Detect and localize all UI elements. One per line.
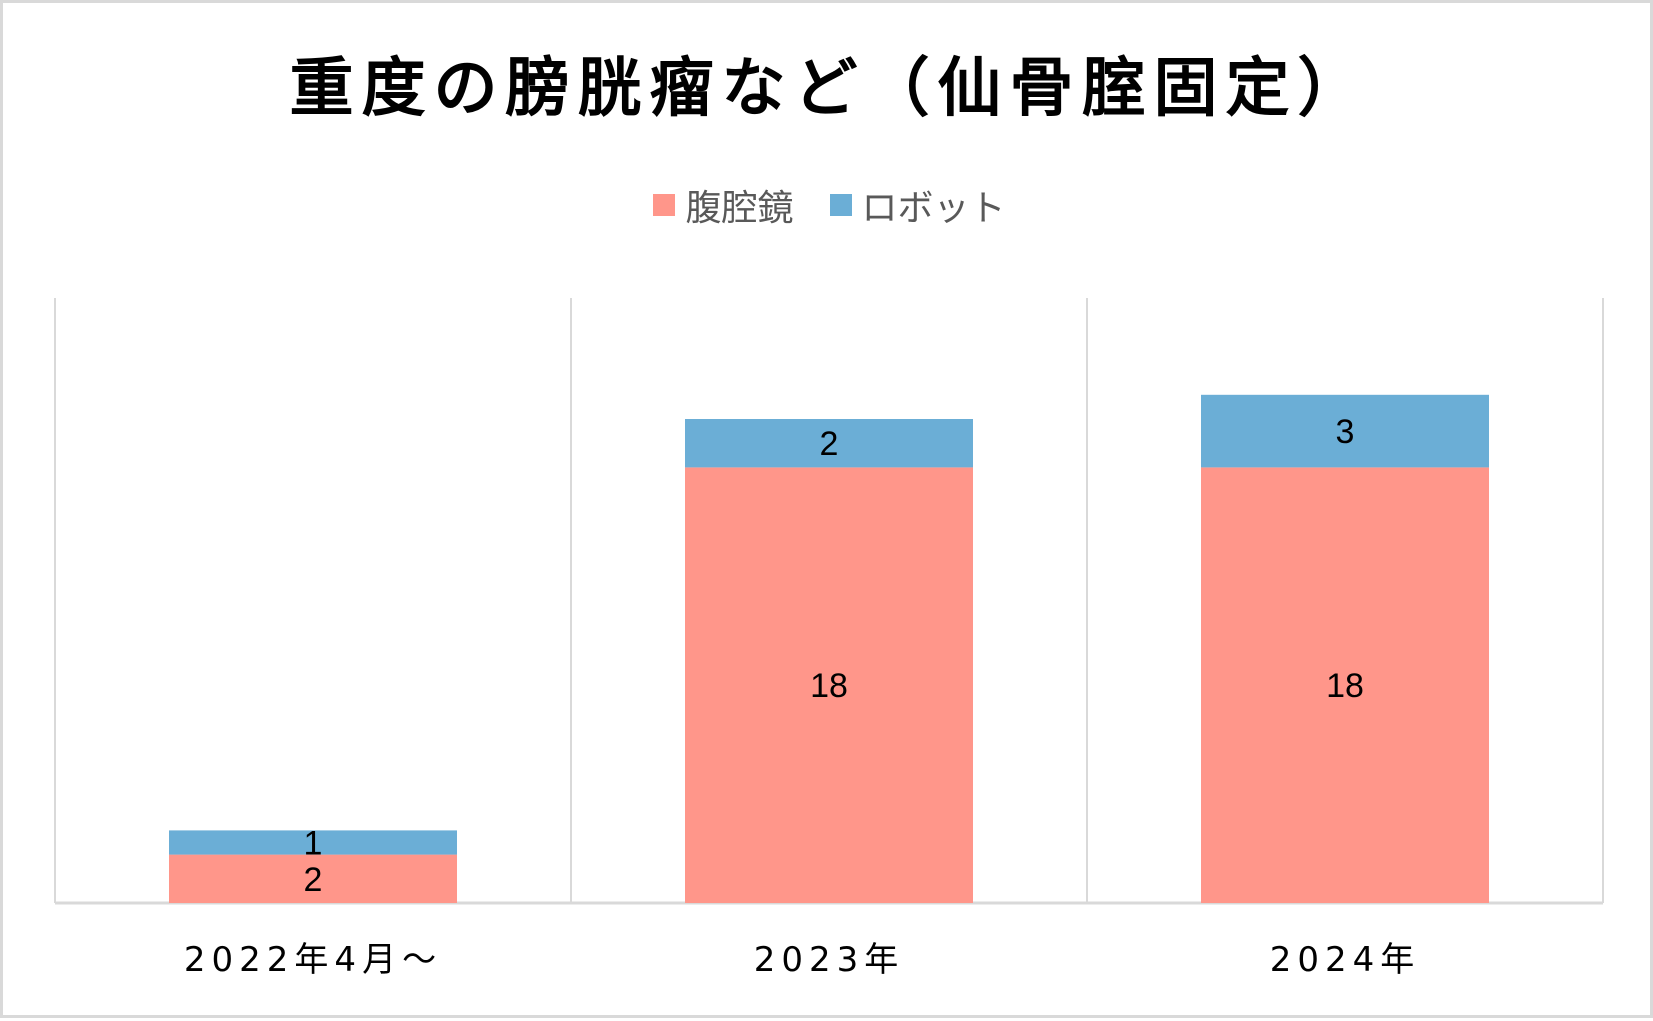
category-label-2: 2024年: [1270, 940, 1421, 980]
chart-title: 重度の膀胱瘤など（仙骨腟固定）: [289, 52, 1370, 126]
legend-swatch-laparoscopy: [653, 194, 676, 216]
data-label-1-0: 1: [304, 825, 323, 863]
bar-0-2: [1201, 467, 1489, 903]
legend: 腹腔鏡 ロボット: [3, 179, 1653, 231]
legend-label-robot: ロボット: [861, 188, 1006, 229]
category-label-1: 2023年: [754, 940, 905, 980]
legend-item-laparoscopy: 腹腔鏡: [653, 179, 794, 231]
data-label-1-2: 3: [1336, 413, 1355, 451]
bar-0-1: [685, 467, 973, 903]
bar-1-2: [1201, 394, 1489, 468]
bar-0-0: [169, 854, 457, 903]
bar-1-0: [169, 830, 457, 855]
category-label-0: 2022年4月～: [184, 940, 442, 980]
data-label-0-0: 2: [304, 861, 323, 899]
data-label-0-1: 18: [810, 667, 848, 705]
bar-1-1: [685, 419, 973, 468]
legend-swatch-robot: [829, 194, 852, 216]
data-label-1-1: 2: [820, 425, 839, 463]
legend-label-laparoscopy: 腹腔鏡: [685, 188, 794, 229]
data-label-0-2: 18: [1326, 667, 1364, 705]
legend-item-robot: ロボット: [829, 179, 1006, 231]
